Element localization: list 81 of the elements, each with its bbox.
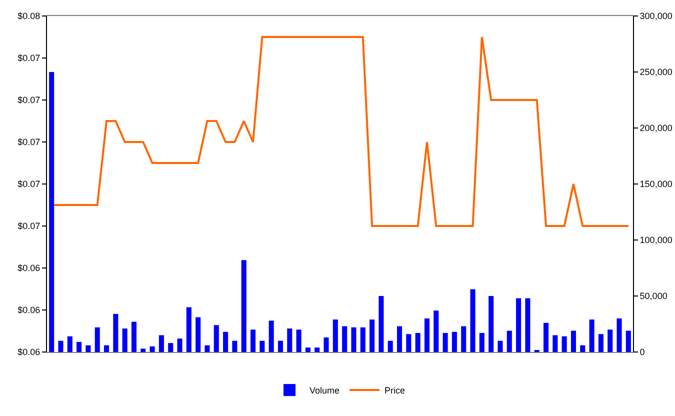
y2-tick-label: 200,000 [640,123,672,134]
bar [424,318,430,352]
y2-tick-label: 300,000 [640,11,672,22]
y-tick-label: $0.06 [18,347,40,358]
y-tick-label: $0.07 [18,221,40,232]
y2-tick-label: 100,000 [640,235,672,246]
y-tick-label: $0.06 [18,263,40,274]
y-tick-label: $0.07 [18,95,40,106]
bar [544,322,549,352]
bar [49,72,54,352]
y2-tick-label: 150,000 [640,179,672,190]
bar [598,334,604,352]
legend-label: Price [384,386,406,396]
bar [314,348,320,352]
bar [434,310,439,352]
bar [370,320,375,352]
bar [241,260,246,352]
bar [122,328,128,352]
bar [324,337,329,352]
bar [360,327,366,352]
bar [158,335,164,352]
bar [461,326,466,352]
bar [388,340,393,352]
bar [204,345,210,352]
bar [104,345,110,352]
bar [86,345,91,352]
y-tick-label: $0.07 [18,137,40,148]
bar [186,307,192,352]
bar [351,327,356,352]
y-tick-label: $0.08 [18,11,40,22]
bar [58,340,64,352]
bar [113,314,118,352]
bar [616,318,622,352]
bar [305,348,310,352]
y-tick-label: $0.06 [18,305,40,316]
y2-tick-label: 0 [640,347,645,358]
bar [406,334,412,352]
bar [608,330,613,352]
y2-tick-label: 250,000 [640,67,672,78]
bar [470,289,476,352]
bar [562,336,567,352]
bar [140,348,146,352]
bar [626,330,631,352]
bar [452,332,457,352]
bar [296,330,302,352]
y-tick-label: $0.07 [18,53,40,64]
bar [525,298,530,352]
bar [250,330,256,352]
bar [442,332,448,352]
y-tick-label: $0.07 [18,179,40,190]
bar [479,332,484,352]
bar [397,326,402,352]
bar [278,340,283,352]
bar [332,320,338,352]
bar [287,328,292,352]
bar [580,345,586,352]
bar [378,296,384,352]
legend-label: Volume [310,386,340,396]
bar [488,296,494,352]
bar [342,326,348,352]
bar [552,335,558,352]
bar [589,320,594,352]
bar [150,346,155,352]
bar [94,327,100,352]
bar [177,338,182,352]
bar [131,322,136,352]
bar [570,330,576,352]
bar [168,343,174,352]
bar [415,332,420,352]
bar [76,342,82,352]
bar [260,340,265,352]
bar [223,332,228,352]
bar [506,330,512,352]
bar [67,336,72,352]
bar [516,298,522,352]
bar [232,340,238,352]
bar [268,320,274,352]
bar [214,325,219,352]
bar [498,340,503,352]
bar [196,317,201,352]
y2-tick-label: 50,000 [640,291,668,302]
